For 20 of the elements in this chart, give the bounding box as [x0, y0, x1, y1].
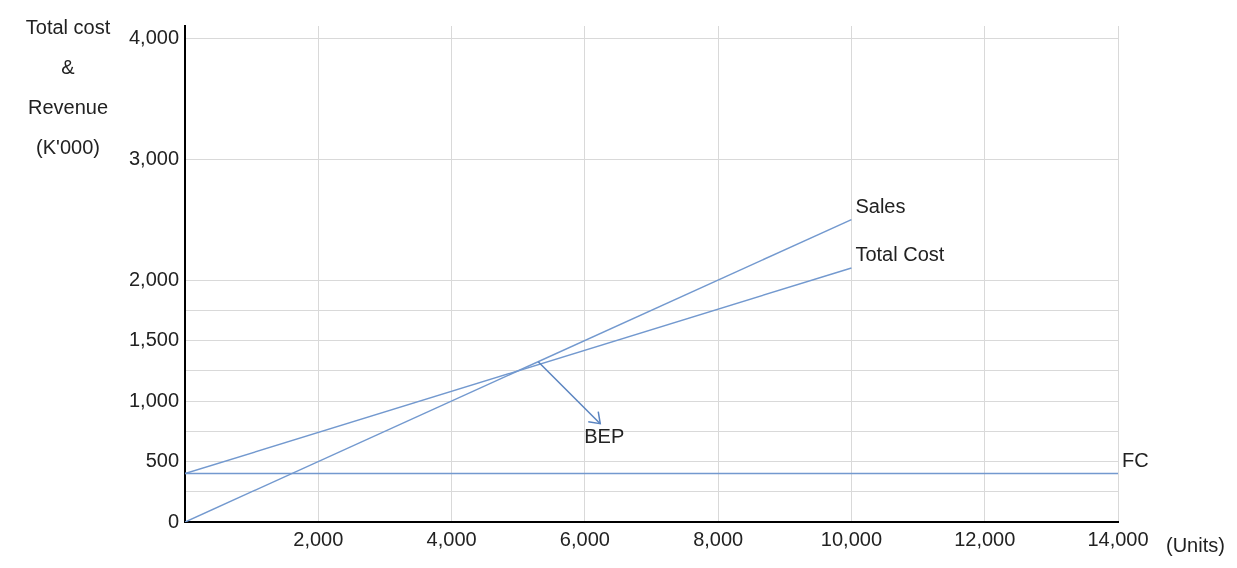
x-tick-label: 6,000	[559, 527, 610, 550]
y-tick-label: 4,000	[128, 25, 180, 48]
series-label: Total Cost	[855, 243, 945, 266]
x-tick-label: 14,000	[1087, 527, 1149, 550]
series-label: FC	[1122, 449, 1149, 472]
y-tick-label: 500	[145, 449, 180, 472]
x-tick-label: 2,000	[293, 527, 344, 550]
series-label: Sales	[855, 195, 906, 218]
x-axis-title: (Units)	[1166, 533, 1225, 556]
y-axis-title: Total cost & Revenue (K'000)	[25, 15, 111, 158]
x-tick-label: 8,000	[693, 527, 744, 550]
x-tick-label: 4,000	[426, 527, 477, 550]
y-tick-label: 3,000	[128, 146, 180, 169]
y-tick-label: 1,500	[128, 328, 180, 351]
y-tick-label: 0	[167, 509, 180, 532]
x-tick-label: 10,000	[820, 527, 883, 550]
y-tick-label: 2,000	[128, 267, 180, 290]
x-tick-label: 12,000	[954, 527, 1016, 550]
y-tick-label: 1,000	[128, 388, 180, 411]
annotation: BEP	[584, 425, 625, 448]
